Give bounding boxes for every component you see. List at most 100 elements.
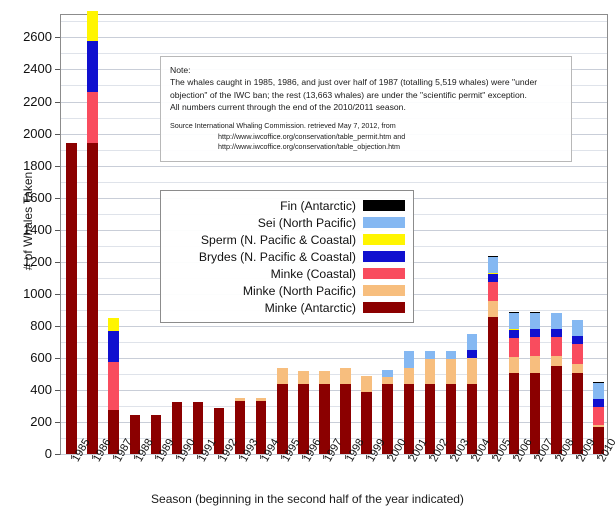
bar-segment [361,375,372,392]
bar-segment [593,382,604,399]
bar-segment [551,329,562,338]
y-tick-label: 400 [30,381,52,397]
note-line-3: All numbers current through the end of t… [170,102,406,113]
legend-swatch [363,200,405,211]
y-tick-mark [55,421,60,423]
y-tick-mark [55,454,60,455]
legend-item[interactable]: Minke (Coastal) [169,265,405,282]
bar-1991 [192,401,204,454]
bar-2004 [466,333,478,454]
bar-segment [234,397,246,402]
bar-segment [277,367,288,384]
bar-1986 [87,11,98,454]
x-tick-mark [175,455,177,459]
legend-item[interactable]: Sperm (N. Pacific & Coastal) [169,231,405,248]
bar-2006 [508,312,520,454]
y-tick-mark [55,229,60,231]
y-tick-label: 800 [30,317,52,333]
bar-segment [382,370,393,378]
x-tick-mark [513,455,515,459]
bar-segment [551,356,562,366]
y-tick-label: 2000 [23,125,52,141]
bar-1989 [150,415,162,454]
legend-item[interactable]: Fin (Antarctic) [169,197,405,214]
bar-segment [192,401,204,454]
gridline-minor [61,21,607,23]
legend-swatch [363,302,405,313]
y-tick-mark [55,261,60,263]
y-tick-label: 0 [44,446,52,461]
bar-1985 [66,143,77,454]
y-tick-mark [55,389,60,391]
bar-1996 [298,371,309,454]
bar-segment [572,372,583,454]
bar-2007 [529,312,541,454]
x-axis-label: Season (beginning in the second half of … [151,492,464,506]
x-tick-mark [597,455,599,459]
bar-segment [487,273,499,275]
bar-segment [319,371,330,384]
bar-segment [529,372,541,454]
bar-segment [403,383,415,454]
legend-item[interactable]: Sei (North Pacific) [169,214,405,231]
bar-segment [508,328,520,330]
x-tick-mark [576,455,578,459]
y-tick-label: 200 [30,413,52,429]
bar-segment [551,337,562,357]
bar-segment [487,257,499,274]
bar-segment [572,344,583,364]
bar-2000 [382,370,393,454]
bar-segment [382,383,393,454]
bar-segment [424,351,436,360]
bar-segment [508,356,520,374]
x-tick-mark [534,455,536,459]
legend-item[interactable]: Minke (Antarctic) [169,299,405,316]
y-tick-label: 1000 [23,285,52,301]
legend-swatch [363,234,405,245]
x-tick-mark [555,455,557,459]
bar-segment [340,383,351,454]
bar-segment [298,371,309,384]
bar-segment [87,143,98,454]
source-url-permit: http://www.iwcoffice.org/conservation/ta… [218,131,406,141]
gridline-major [61,325,607,327]
bar-segment [572,336,583,345]
bar-segment [424,383,436,454]
bar-segment [87,41,98,93]
legend-item[interactable]: Brydes (N. Pacific & Coastal) [169,248,405,265]
bar-segment [171,401,183,454]
bar-segment [487,301,499,318]
note-line-2: objection" of the IWC ban; the rest (13,… [170,89,527,100]
y-tick-label: 1800 [23,157,52,173]
y-tick-label: 2400 [23,61,52,77]
bar-segment [466,350,478,359]
x-tick-mark [91,455,93,459]
bar-segment [487,255,499,258]
x-tick-mark [407,455,409,459]
legend-label: Sperm (N. Pacific & Coastal) [200,232,356,247]
legend-label: Minke (North Pacific) [242,283,356,298]
bar-segment [403,351,415,368]
bar-2002 [424,351,436,454]
x-tick-mark [197,455,198,459]
source-line: Source International Whaling Commission.… [170,120,396,130]
bar-segment [340,367,351,384]
bar-segment [508,337,520,357]
note-line-1: The whales caught in 1985, 1986, and jus… [170,77,538,88]
y-tick-mark [55,197,60,199]
legend-item[interactable]: Minke (North Pacific) [169,282,405,299]
bar-segment [529,329,541,338]
bar-segment [361,391,372,454]
y-tick-mark [55,133,60,135]
x-tick-mark [239,455,241,459]
bar-1997 [319,371,330,454]
bar-1994 [255,397,267,454]
legend-label: Minke (Antarctic) [264,300,356,315]
bar-segment [529,356,541,373]
x-tick-mark [365,455,367,459]
bar-segment [298,383,309,454]
x-tick-mark [154,455,156,459]
bar-segment [593,398,604,407]
bar-1995 [277,367,288,454]
